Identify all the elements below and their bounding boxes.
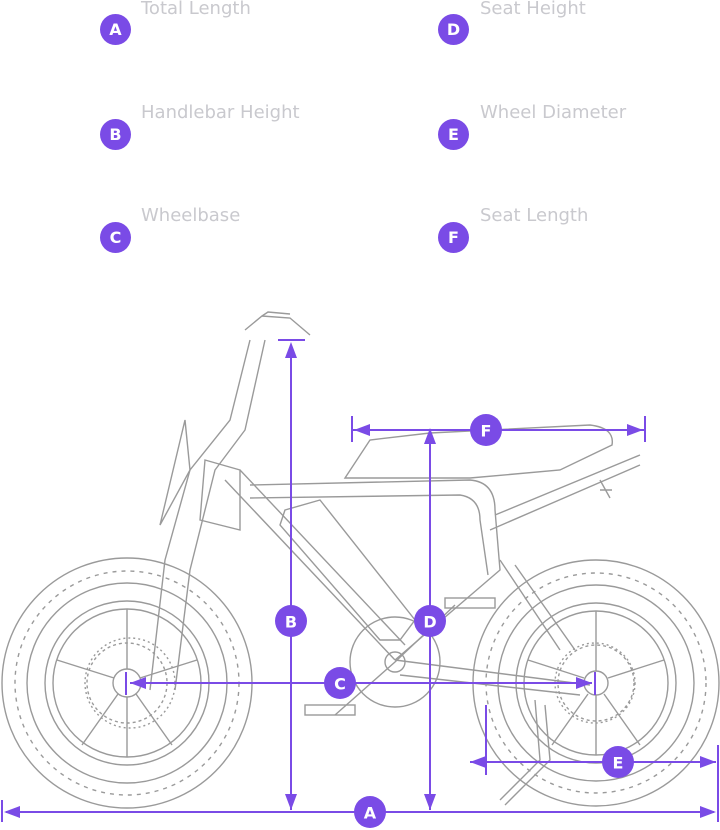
marker-a: A	[354, 796, 386, 828]
label-wheelbase: Wheelbase	[141, 205, 241, 226]
label-seat-length: Seat Length	[480, 205, 589, 226]
marker-e: E	[602, 746, 634, 778]
dimension-a-total-length: A	[1, 745, 719, 828]
svg-text:E: E	[613, 754, 624, 773]
marker-f: F	[470, 414, 502, 446]
dimension-d-seat-height: D	[414, 428, 446, 810]
svg-text:C: C	[334, 675, 346, 694]
badge-f: F	[438, 222, 469, 253]
label-seat-height: Seat Height	[480, 0, 586, 19]
marker-d: D	[414, 605, 446, 637]
dimension-c-wheelbase: C	[125, 667, 596, 699]
dimension-e-wheel-diameter: E	[470, 705, 716, 778]
svg-text:D: D	[423, 613, 436, 632]
marker-b: B	[275, 605, 307, 637]
marker-c: C	[324, 667, 356, 699]
badge-a: A	[100, 14, 131, 45]
dimension-b-handlebar-height: B	[275, 339, 307, 810]
label-wheel-diameter: Wheel Diameter	[480, 102, 627, 123]
badge-d: D	[438, 14, 469, 45]
dimension-f-seat-length: F	[351, 414, 646, 446]
svg-text:F: F	[481, 422, 492, 441]
badge-b: B	[100, 119, 131, 150]
svg-text:A: A	[364, 804, 377, 823]
bike-drawing	[1, 311, 720, 809]
label-handlebar-height: Handlebar Height	[141, 102, 300, 123]
label-total-length: Total Length	[141, 0, 251, 19]
badge-c: C	[100, 222, 131, 253]
badge-e: E	[438, 119, 469, 150]
svg-text:B: B	[285, 613, 297, 632]
